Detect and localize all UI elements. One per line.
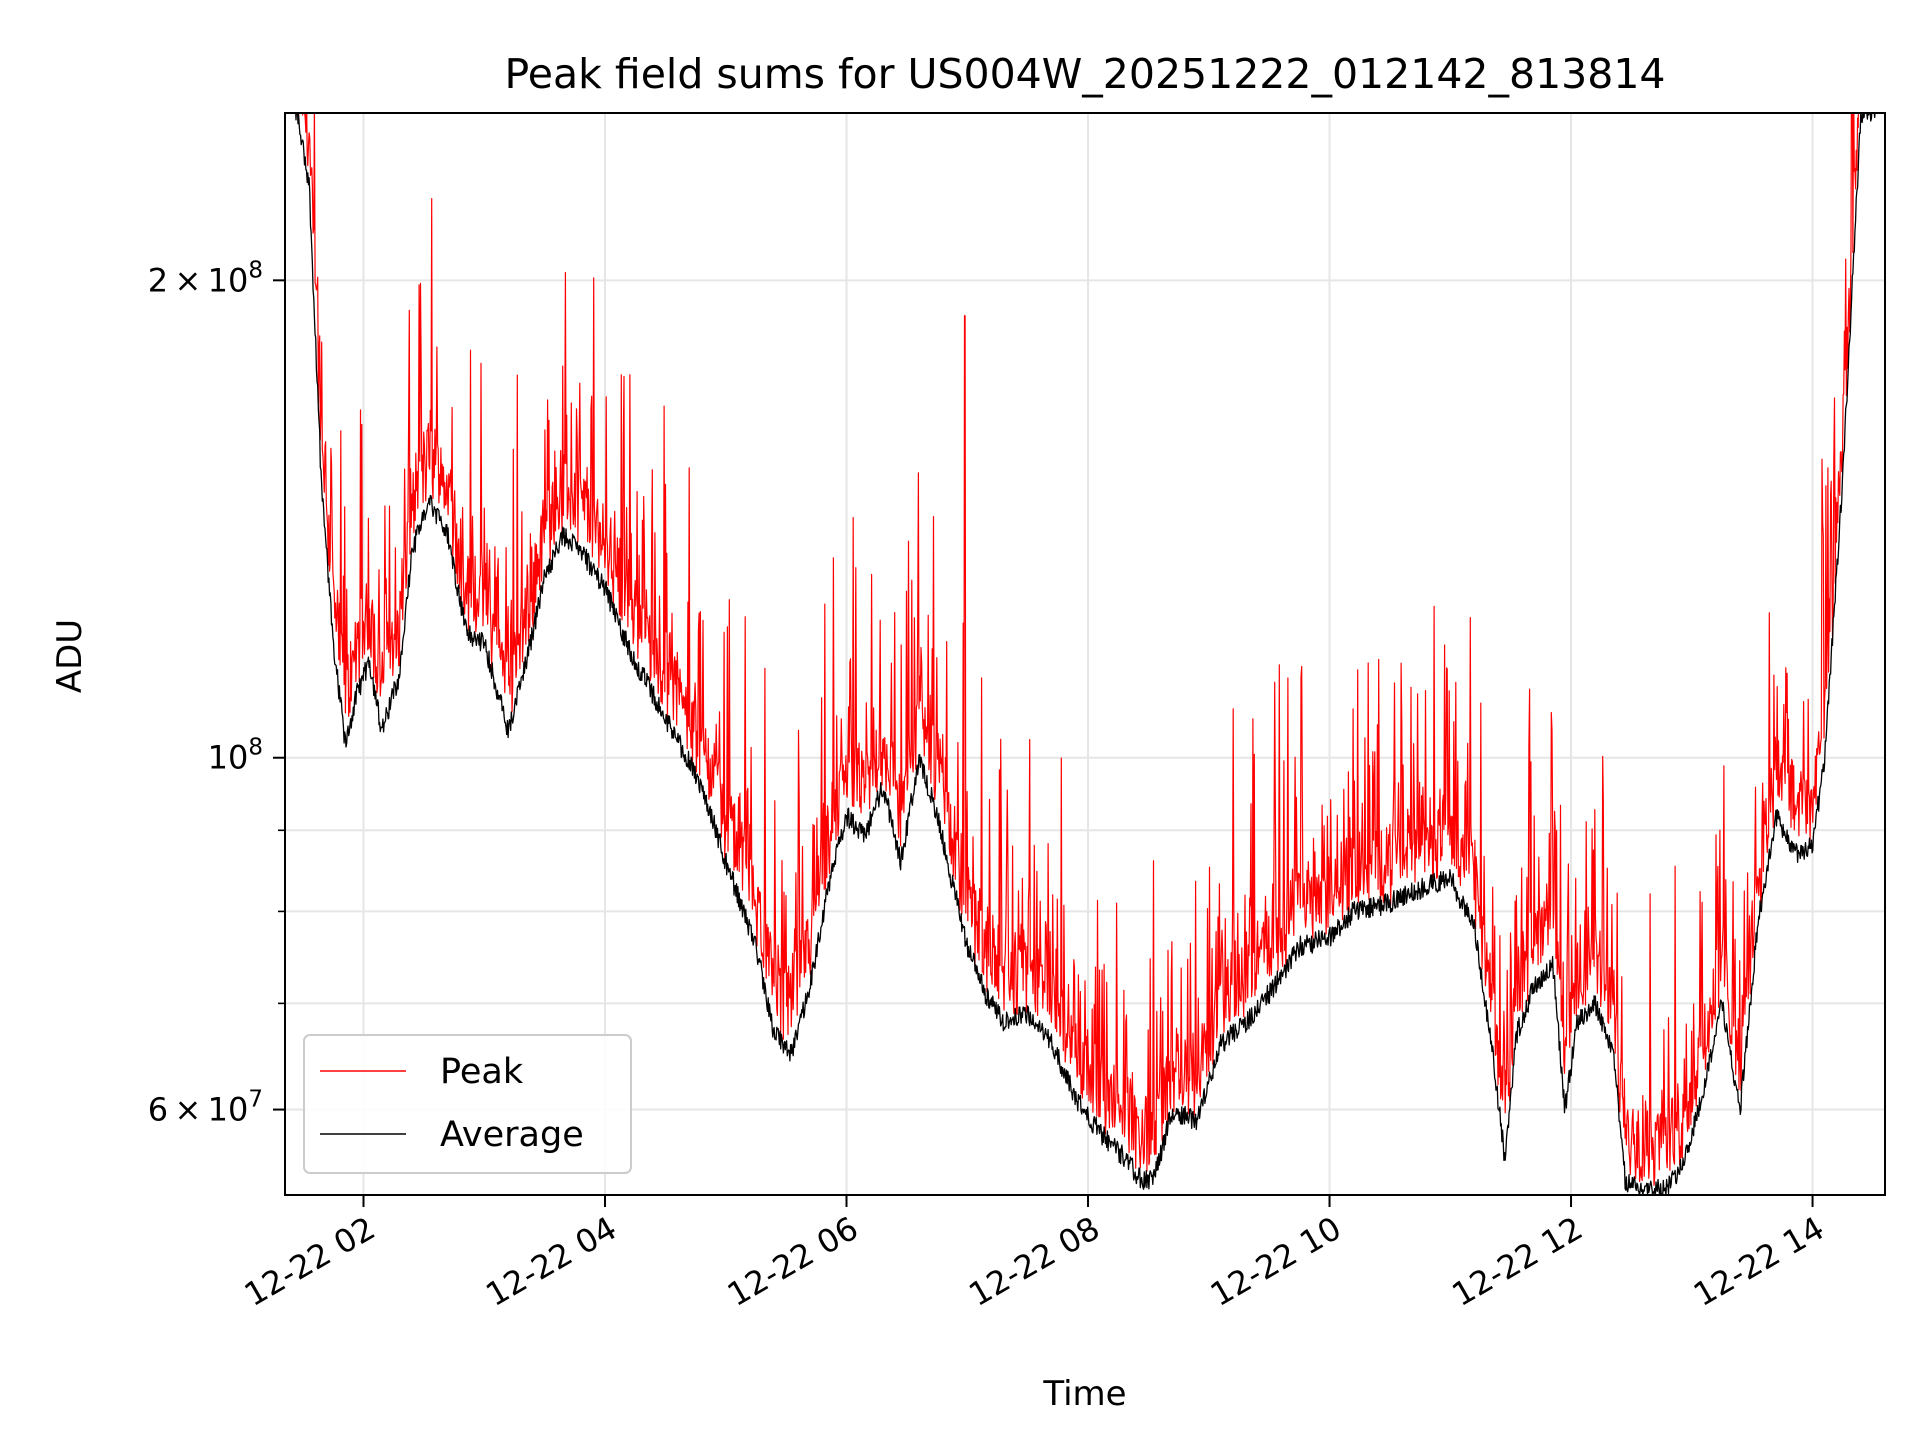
legend-label-peak: Peak [440, 1052, 524, 1092]
series-line-average [295, 113, 1876, 1195]
series-line-peak [301, 113, 1859, 1186]
y-tick-label-0: 2 × 108 [148, 257, 263, 299]
y-axis: 2 × 108 108 6 × 107 [148, 257, 285, 1129]
x-axis-label: Time [1042, 1374, 1126, 1414]
y-tick-label-2: 6 × 107 [148, 1087, 263, 1129]
chart-title: Peak field sums for US004W_20251222_0121… [504, 50, 1665, 98]
legend: Peak Average [303, 1034, 632, 1174]
legend-label-average: Average [440, 1115, 584, 1155]
y-axis-label: ADU [50, 619, 90, 693]
plot-frame [284, 112, 1886, 1196]
plot-lines [295, 113, 1876, 1195]
legend-box [303, 1034, 632, 1174]
y-tick-label-1: 108 [208, 735, 263, 777]
